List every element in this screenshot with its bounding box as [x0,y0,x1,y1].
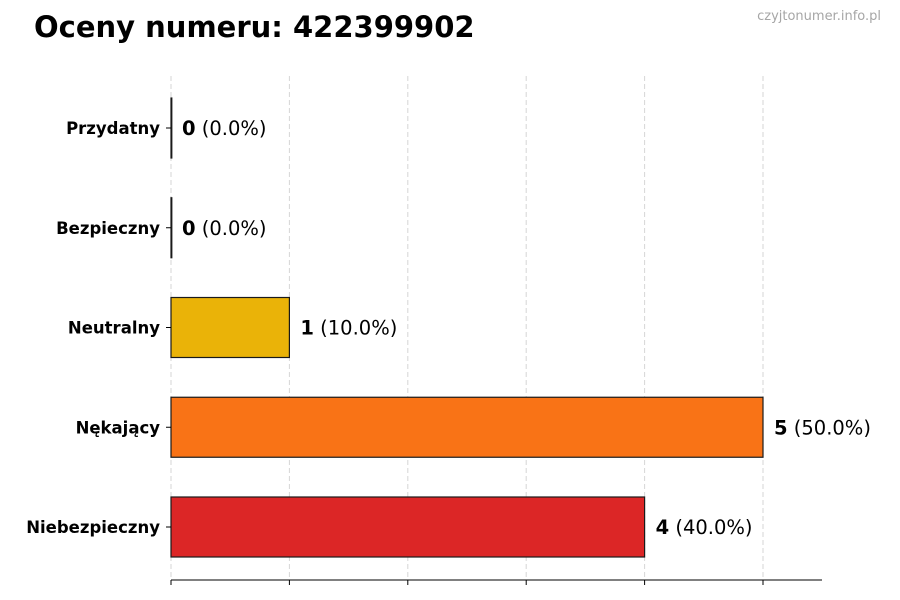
y-tick-labels: Przydatny Bezpieczny Neutralny Nękający Nieb… [26,119,171,537]
value-label: 5 (50.0%) [774,416,871,439]
bar-niebezpieczny [170,496,646,558]
value-count: 1 [300,317,314,340]
category-label: Nękający [76,418,161,437]
value-label: 0 (0.0%) [182,217,267,240]
bars [170,97,764,558]
value-label: 1 (10.0%) [300,317,397,340]
chart-title: Oceny numeru: 422399902 [34,10,475,44]
category-label: Bezpieczny [56,219,160,238]
value-count: 4 [656,516,670,539]
value-count: 0 [182,217,196,240]
value-label: 4 (40.0%) [656,516,753,539]
category-label: Neutralny [68,319,160,338]
category-label: Niebezpieczny [26,518,160,537]
value-percent: (10.0%) [314,317,397,340]
value-count: 5 [774,416,788,439]
value-percent: (50.0%) [788,416,871,439]
value-count: 0 [182,117,196,140]
watermark: czyjtonumer.info.pl [757,9,881,24]
x-axis [170,579,822,585]
category-label: Przydatny [66,119,160,138]
value-labels: 0 (0.0%)0 (0.0%)1 (10.0%)5 (50.0%)4 (40.… [182,117,871,539]
value-label: 0 (0.0%) [182,117,267,140]
value-percent: (40.0%) [669,516,752,539]
value-percent: (0.0%) [196,217,267,240]
bar-bezpieczny [170,197,173,259]
bar-neutralny [170,296,291,359]
bar-przydatny [170,97,173,159]
value-percent: (0.0%) [196,117,267,140]
bar-nękający [170,396,764,458]
